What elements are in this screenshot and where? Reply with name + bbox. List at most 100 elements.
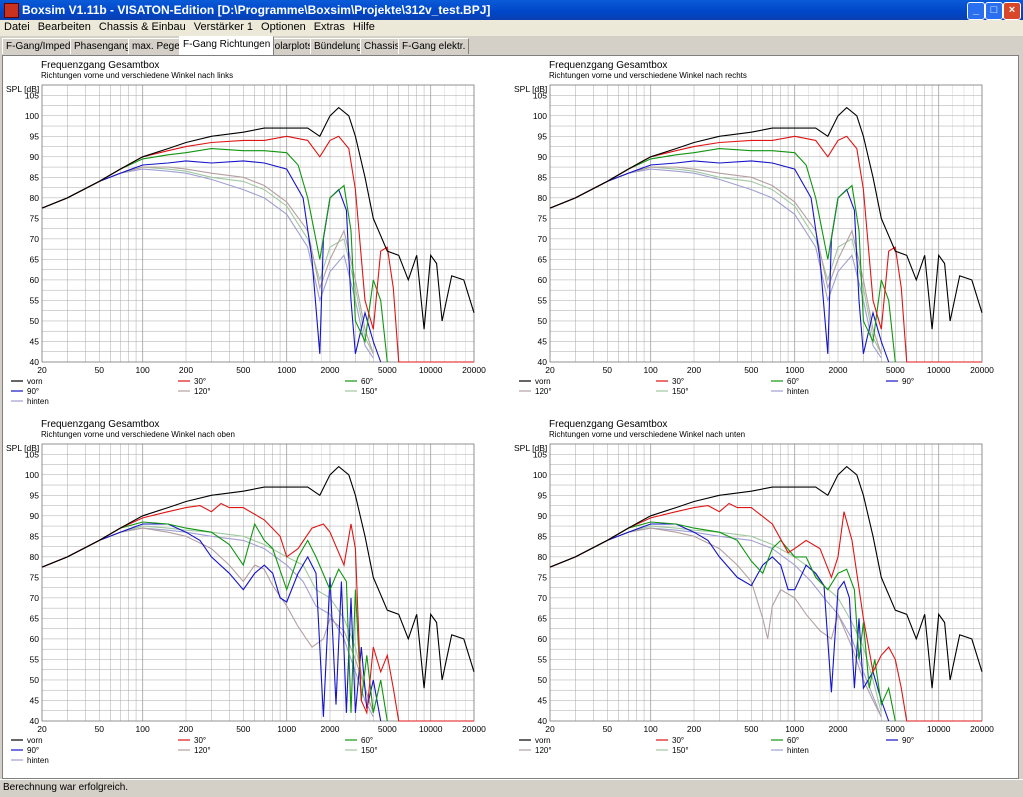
x-tick-label: 5000 [886,724,905,734]
title-bar: Boxsim V1.11b - VISATON-Edition [D:\Prog… [0,0,1023,20]
series-line-d150 [41,525,374,713]
menu-optionen[interactable]: Optionen [261,21,306,33]
legend-label: 30° [194,736,206,745]
y-tick-label: 100 [533,111,547,121]
x-tick-label: 2000 [829,365,848,375]
tab-fgang-richtungen[interactable]: F-Gang Richtungen [179,36,275,55]
y-tick-label: 85 [30,531,40,541]
chart-title: Frequenzgang Gesamtbox [549,60,667,71]
y-tick-label: 75 [30,213,40,223]
y-tick-label: 90 [30,152,40,162]
legend-label: 120° [194,746,211,755]
y-axis-label: SPL [dB] [514,84,547,94]
menu-datei[interactable]: Datei [4,21,30,33]
legend-label: 90° [27,746,39,755]
series-line-d60 [549,148,896,363]
chart-subtitle: Richtungen vorne und verschiedene Winkel… [549,430,745,439]
x-tick-label: 50 [603,724,613,734]
x-tick-label: 20 [37,724,47,734]
charts-canvas: Frequenzgang Gesamtbox Richtungen vorne u… [6,60,994,765]
series-line-hinten [41,168,374,359]
maximize-button[interactable]: □ [985,2,1003,20]
series-line-vorn [549,465,983,689]
minimize-button[interactable]: _ [967,2,985,20]
series-line-d150 [549,166,882,355]
y-tick-label: 60 [30,634,40,644]
tab-fgang-elektr[interactable]: F-Gang elektr. [398,38,470,54]
series-line-d150 [41,166,374,355]
y-tick-label: 55 [538,295,548,305]
tab-max-pegel[interactable]: max. Pegel [128,38,187,54]
y-tick-label: 45 [30,695,40,705]
y-tick-label: 50 [30,316,40,326]
menu-extras[interactable]: Extras [313,21,345,33]
legend-label: 60° [787,736,799,745]
legend-label: hinten [27,397,49,406]
menu-chassis-einbau[interactable]: Chassis & Einbau [98,21,186,33]
y-tick-label: 65 [538,613,548,623]
y-tick-label: 75 [30,572,40,582]
legend-label: 30° [194,377,206,386]
tab-bar: F-Gang/Imped. Phasengang max. Pegel F-Ga… [0,36,1023,55]
plot-frame [549,443,983,722]
menu-hilfe[interactable]: Hilfe [352,21,375,33]
menu-bar: Datei Bearbeiten Chassis & Einbau Verstärke… [0,20,1023,36]
status-bar: Berechnung war erfolgreich. [0,779,1023,797]
y-tick-label: 95 [30,131,40,141]
legend-label: hinten [27,756,49,765]
y-tick-label: 85 [538,531,548,541]
x-tick-label: 500 [744,365,758,375]
x-tick-label: 2000 [829,724,848,734]
menu-verstaerker[interactable]: Verstärker 1 [193,21,254,33]
y-tick-label: 75 [538,213,548,223]
legend-label: 150° [361,387,378,396]
x-tick-label: 50 [95,724,105,734]
tab-phasengang[interactable]: Phasengang [70,38,135,54]
series-line-d60 [41,148,388,363]
y-tick-label: 90 [30,511,40,521]
y-tick-label: 40 [30,357,40,367]
y-tick-label: 100 [25,470,39,480]
y-tick-label: 95 [30,490,40,500]
legend-label: 30° [672,377,684,386]
status-text: Berechnung war erfolgreich. [3,782,129,793]
x-tick-label: 5000 [378,365,397,375]
legend-label: 90° [902,377,914,386]
x-tick-label: 20000 [462,724,486,734]
series-line-vorn [41,465,475,689]
y-tick-label: 60 [538,275,548,285]
x-tick-label: 10000 [419,724,443,734]
series-line-d90 [549,160,890,363]
x-tick-label: 20 [37,365,47,375]
x-tick-label: 5000 [886,365,905,375]
series-line-d90 [41,160,382,363]
legend-label: 60° [361,377,373,386]
plot-frame [41,443,475,722]
menu-bearbeiten[interactable]: Bearbeiten [37,21,91,33]
y-tick-label: 80 [30,552,40,562]
close-button[interactable]: × [1003,2,1021,20]
y-tick-label: 55 [538,654,548,664]
legend-label: 120° [194,387,211,396]
y-tick-label: 105 [533,90,547,100]
x-tick-label: 1000 [277,724,296,734]
x-tick-label: 50 [95,365,105,375]
x-tick-label: 100 [644,365,658,375]
y-tick-label: 105 [25,449,39,459]
legend-label: 120° [535,387,552,396]
y-axis-label: SPL [dB] [6,443,39,453]
app-icon [4,3,19,18]
chart-subtitle: Richtungen vorne und verschiedene Winkel… [41,430,235,439]
tab-buendelung[interactable]: Bündelung [310,38,366,54]
y-tick-label: 100 [25,111,39,121]
x-tick-label: 1000 [277,365,296,375]
chart-panel: Frequenzgang Gesamtbox Richtungen vorne u… [2,55,1019,779]
legend-label: 90° [902,736,914,745]
y-tick-label: 75 [538,572,548,582]
y-tick-label: 105 [533,449,547,459]
x-tick-label: 2000 [321,365,340,375]
series-line-d30 [549,502,982,722]
tab-fgang-imped[interactable]: F-Gang/Imped. [2,38,78,54]
legend-label: vorn [535,377,551,386]
